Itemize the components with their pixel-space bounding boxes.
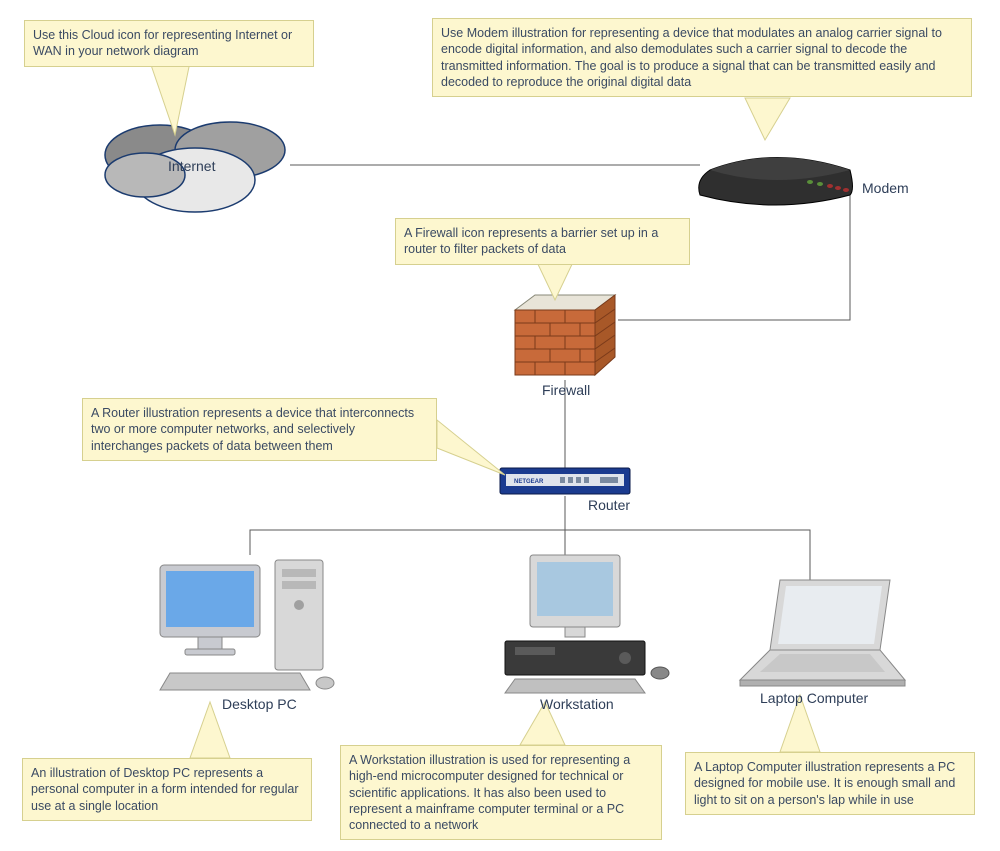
callout-laptop-text: A Laptop Computer illustration represent… bbox=[694, 760, 955, 807]
callout-router: A Router illustration represents a devic… bbox=[82, 398, 437, 461]
callout-workstation: A Workstation illustration is used for r… bbox=[340, 745, 662, 840]
svg-text:NETGEAR: NETGEAR bbox=[514, 479, 544, 485]
callout-firewall-text: A Firewall icon represents a barrier set… bbox=[404, 226, 658, 256]
internet-label: Internet bbox=[168, 158, 215, 174]
laptop-label: Laptop Computer bbox=[760, 690, 868, 706]
modem-label: Modem bbox=[862, 180, 909, 196]
firewall-icon bbox=[515, 295, 615, 375]
callout-router-text: A Router illustration represents a devic… bbox=[91, 406, 414, 453]
router-label: Router bbox=[588, 497, 630, 513]
callout-modem: Use Modem illustration for representing … bbox=[432, 18, 972, 97]
workstation-icon bbox=[505, 555, 669, 693]
router-icon: NETGEAR bbox=[500, 468, 630, 494]
callout-desktop-text: An illustration of Desktop PC represents… bbox=[31, 766, 299, 813]
modem-icon bbox=[699, 158, 853, 206]
desktop-pc-icon bbox=[160, 560, 334, 690]
callout-internet-text: Use this Cloud icon for representing Int… bbox=[33, 28, 292, 58]
callout-desktop: An illustration of Desktop PC represents… bbox=[22, 758, 312, 821]
callout-internet: Use this Cloud icon for representing Int… bbox=[24, 20, 314, 67]
workstation-label: Workstation bbox=[540, 696, 614, 712]
callout-workstation-text: A Workstation illustration is used for r… bbox=[349, 753, 630, 832]
callout-laptop: A Laptop Computer illustration represent… bbox=[685, 752, 975, 815]
callout-firewall: A Firewall icon represents a barrier set… bbox=[395, 218, 690, 265]
firewall-label: Firewall bbox=[542, 382, 590, 398]
callout-modem-text: Use Modem illustration for representing … bbox=[441, 26, 942, 89]
laptop-icon bbox=[740, 580, 905, 686]
desktop-label: Desktop PC bbox=[222, 696, 297, 712]
